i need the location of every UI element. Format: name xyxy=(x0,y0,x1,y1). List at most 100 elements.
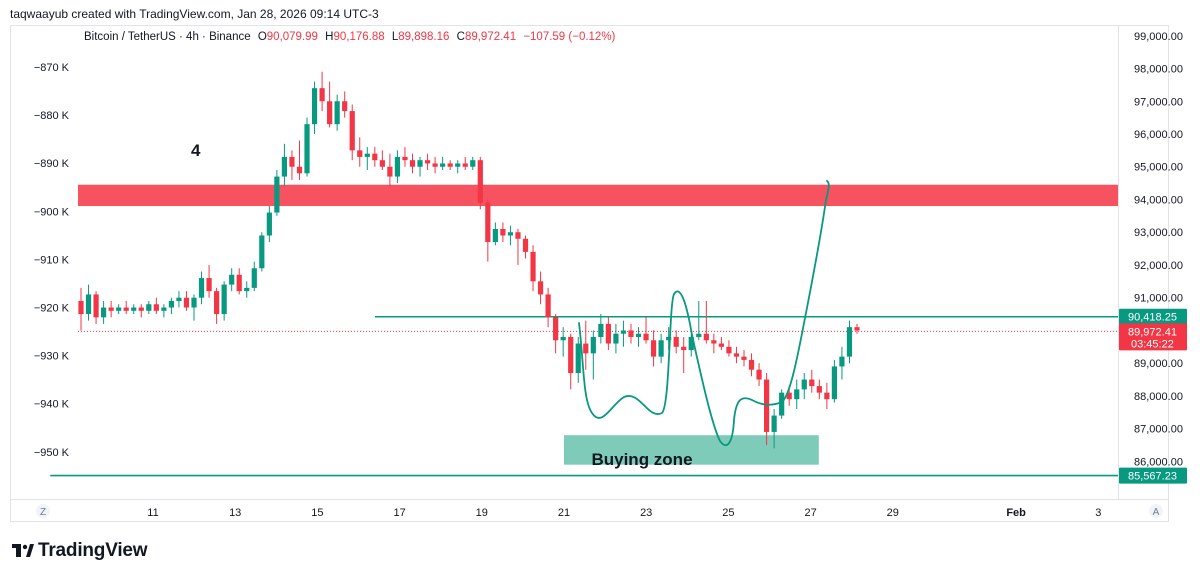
candle[interactable] xyxy=(794,379,800,410)
candle[interactable] xyxy=(387,153,393,187)
candle[interactable] xyxy=(530,245,536,292)
candle[interactable] xyxy=(696,300,702,341)
candle[interactable] xyxy=(198,271,205,305)
candle[interactable] xyxy=(183,291,190,311)
candle[interactable] xyxy=(229,268,235,292)
candle[interactable] xyxy=(191,294,197,321)
candle[interactable] xyxy=(123,300,129,315)
candle[interactable] xyxy=(711,333,717,354)
candle[interactable] xyxy=(432,156,438,174)
candle[interactable] xyxy=(462,156,468,171)
candle[interactable] xyxy=(553,314,559,354)
candle[interactable] xyxy=(658,333,664,364)
candle[interactable] xyxy=(266,206,272,243)
candle[interactable] xyxy=(327,81,333,128)
candle[interactable] xyxy=(846,320,853,364)
candle[interactable] xyxy=(620,320,627,347)
candle[interactable] xyxy=(522,235,529,259)
candle[interactable] xyxy=(281,143,288,187)
candle[interactable] xyxy=(153,297,159,315)
candle[interactable] xyxy=(545,287,551,328)
candle[interactable] xyxy=(650,330,657,367)
resistance-zone[interactable] xyxy=(78,184,1118,207)
buying-zone-box[interactable] xyxy=(564,435,819,465)
candle[interactable] xyxy=(590,330,596,380)
candle[interactable] xyxy=(131,304,137,315)
candle[interactable] xyxy=(568,333,574,390)
candle[interactable] xyxy=(349,104,355,161)
candle[interactable] xyxy=(485,199,491,262)
candle[interactable] xyxy=(236,268,242,295)
candle[interactable] xyxy=(372,147,378,167)
candle[interactable] xyxy=(85,284,92,321)
candle[interactable] xyxy=(417,156,423,177)
candle[interactable] xyxy=(605,317,611,351)
candle[interactable] xyxy=(688,333,694,357)
candle[interactable] xyxy=(319,71,325,112)
candle[interactable] xyxy=(854,323,860,334)
candle[interactable] xyxy=(816,379,822,400)
candle[interactable] xyxy=(364,147,370,171)
candle[interactable] xyxy=(402,147,408,167)
candle[interactable] xyxy=(635,327,642,347)
candle[interactable] xyxy=(598,314,604,344)
candle[interactable] xyxy=(824,382,830,410)
candle[interactable] xyxy=(161,304,167,318)
candle[interactable] xyxy=(447,160,453,171)
candle[interactable] xyxy=(831,359,837,403)
candle[interactable] xyxy=(575,336,581,383)
candle[interactable] xyxy=(492,222,498,246)
candle[interactable] xyxy=(289,150,295,180)
symbol-name[interactable]: Bitcoin / TetherUS · 4h · Binance xyxy=(84,31,251,43)
candle[interactable] xyxy=(424,153,431,171)
candle[interactable] xyxy=(138,304,144,318)
candle[interactable] xyxy=(304,117,310,177)
candle[interactable] xyxy=(274,170,280,216)
candle[interactable] xyxy=(78,287,84,331)
candle[interactable] xyxy=(296,140,303,180)
candle[interactable] xyxy=(409,153,416,174)
candle[interactable] xyxy=(440,156,446,171)
candle[interactable] xyxy=(259,232,265,272)
projection-path-drawing[interactable] xyxy=(578,180,830,447)
candle[interactable] xyxy=(681,336,687,374)
candle[interactable] xyxy=(756,363,762,387)
candle[interactable] xyxy=(176,291,182,308)
candle[interactable] xyxy=(244,281,250,298)
candle[interactable] xyxy=(311,81,318,134)
candle[interactable] xyxy=(108,300,114,318)
candle[interactable] xyxy=(101,300,107,324)
candle[interactable] xyxy=(455,160,461,174)
candle[interactable] xyxy=(214,287,220,324)
candle[interactable] xyxy=(379,150,385,171)
candle[interactable] xyxy=(718,336,724,351)
candle[interactable] xyxy=(673,330,679,354)
candle[interactable] xyxy=(221,281,227,321)
candle[interactable] xyxy=(643,317,649,344)
candle[interactable] xyxy=(342,91,348,118)
candle[interactable] xyxy=(470,156,476,171)
candle[interactable] xyxy=(394,150,401,184)
candle[interactable] xyxy=(500,222,506,243)
candle[interactable] xyxy=(206,264,212,298)
candle[interactable] xyxy=(628,323,634,344)
candle[interactable] xyxy=(763,373,770,446)
candle[interactable] xyxy=(839,346,845,380)
candle[interactable] xyxy=(748,353,755,377)
candle[interactable] xyxy=(801,373,807,400)
corner-button-right[interactable]: A xyxy=(1149,504,1163,518)
candle[interactable] xyxy=(334,94,340,131)
candle[interactable] xyxy=(733,346,740,364)
candle[interactable] xyxy=(779,389,785,419)
candle[interactable] xyxy=(537,271,544,305)
candle[interactable] xyxy=(771,409,777,449)
candle[interactable] xyxy=(93,291,99,324)
candle[interactable] xyxy=(726,340,732,357)
candle[interactable] xyxy=(560,327,566,357)
candle[interactable] xyxy=(116,304,122,315)
corner-button-left[interactable]: Z xyxy=(36,504,50,518)
candle[interactable] xyxy=(251,261,257,292)
candle[interactable] xyxy=(703,300,709,344)
candle[interactable] xyxy=(809,369,815,393)
